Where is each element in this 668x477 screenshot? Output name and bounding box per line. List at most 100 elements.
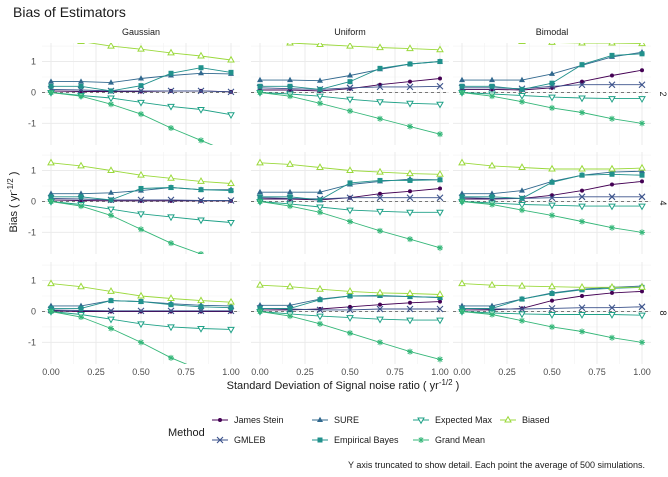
point-expected-max [197,106,205,114]
point-expected-max [107,316,115,324]
point-biased [47,279,55,287]
point-biased [518,163,526,170]
panel-series [47,158,235,254]
x-axis-label: Standard Deviation of Signal noise ratio… [227,378,460,392]
point-expected-max [548,94,556,102]
point-empirical-bayes [407,294,413,300]
y-tick-label: 1 [31,276,36,286]
point-biased [406,169,414,177]
point-empirical-bayes [347,293,353,299]
point-empirical-bayes [257,83,263,89]
point-biased [77,161,85,169]
legend-key-marker [504,415,512,423]
point-empirical-bayes [317,197,323,203]
point-gmleb [436,194,444,202]
point-expected-max [197,217,205,225]
point-biased [107,166,115,174]
point-empirical-bayes [198,187,204,193]
point-biased [548,43,556,45]
point-biased [197,51,205,59]
point-empirical-bayes [459,194,465,200]
point-grand-mean [377,227,384,234]
point-biased [638,283,646,290]
point-empirical-bayes [489,305,495,311]
point-biased [376,43,384,51]
point-gmleb [137,307,145,315]
point-biased [518,281,526,289]
point-biased [638,43,646,47]
legend-label: James Stein [234,415,284,425]
point-expected-max [107,206,115,214]
point-grand-mean [48,198,54,205]
x-tick-label: 0.50 [132,367,150,377]
point-expected-max [167,324,175,332]
point-empirical-bayes [549,179,555,185]
point-biased [459,35,465,40]
point-biased [77,43,85,44]
point-sure [316,77,323,83]
point-sure [287,188,294,195]
point-james-stein [438,76,442,81]
point-biased [436,45,444,53]
point-empirical-bayes [198,65,204,71]
x-tick-label: 0.25 [296,367,314,377]
point-grand-mean [406,236,413,243]
point-expected-max [316,204,324,212]
point-gmleb [608,193,616,201]
point-expected-max [638,203,646,211]
point-empirical-bayes [317,86,323,92]
legend-item-biased: Biased [500,415,550,425]
point-empirical-bayes [437,177,443,183]
point-gmleb [346,306,354,314]
point-james-stein [407,79,412,84]
point-grand-mean [347,330,353,337]
point-grand-mean [608,224,615,231]
point-grand-mean [287,313,294,320]
point-james-stein [550,298,554,303]
x-tick-label: 0.50 [543,367,561,377]
point-expected-max [167,214,175,222]
point-biased [286,43,294,46]
point-biased [257,37,263,42]
series-line-biased [559,43,643,45]
point-expected-max [197,325,205,333]
point-gmleb [346,194,354,202]
point-biased [197,296,205,304]
point-biased [167,48,175,56]
point-sure [347,72,353,78]
point-james-stein [609,290,614,295]
point-grand-mean [406,348,413,355]
point-grand-mean [608,115,615,122]
point-grand-mean [579,109,586,116]
y-tick-label: -1 [28,337,36,347]
point-expected-max [578,203,586,211]
point-grand-mean [197,137,204,144]
legend-item-gmleb: GMLEB [212,435,266,445]
point-grand-mean [78,203,85,210]
point-biased [436,169,444,177]
y-tick-label: 1 [31,57,36,67]
point-gmleb [638,303,646,311]
point-biased [227,179,235,187]
legend-label: GMLEB [234,435,266,445]
point-grand-mean [347,218,353,225]
point-expected-max [227,219,235,227]
legend-item-grand-mean: Grand Mean [413,435,485,445]
point-biased [458,158,466,166]
point-grand-mean [437,131,443,138]
legend-item-sure: SURE [312,415,359,425]
point-empirical-bayes [317,297,323,303]
point-empirical-bayes [138,83,144,89]
point-empirical-bayes [377,65,383,71]
point-sure [459,76,465,83]
point-empirical-bayes [138,185,144,191]
point-grand-mean [198,367,204,373]
point-empirical-bayes [287,83,293,89]
point-sure [257,188,263,195]
legend: Method James Stein GMLEB SURE Empirical Baye… [168,415,550,445]
point-empirical-bayes [78,194,84,200]
point-biased [316,284,324,292]
point-grand-mean [48,308,54,315]
point-sure [257,76,263,83]
